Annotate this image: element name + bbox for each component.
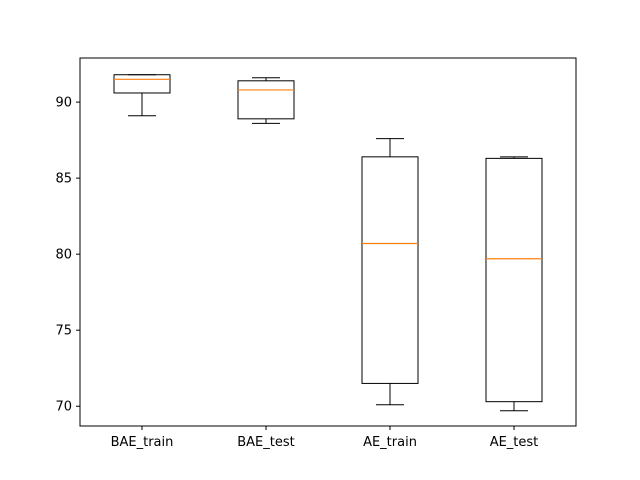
y-tick-label: 70 — [55, 400, 72, 415]
x-tick-label: BAE_train — [111, 435, 174, 450]
y-tick-label: 90 — [55, 96, 72, 111]
x-tick-label: BAE_test — [237, 435, 295, 450]
box-AE_test — [485, 157, 543, 403]
box-BAE_test — [237, 80, 295, 120]
y-tick-label: 75 — [55, 324, 72, 339]
x-tick-label: AE_test — [490, 435, 539, 450]
x-tick-label: AE_train — [363, 435, 417, 450]
axes-frame — [79, 57, 577, 427]
plot-area: 70 75 80 85 90 BAE_train BAE_test AE_train AE_te… — [55, 57, 577, 450]
box-BAE_train — [113, 74, 171, 94]
y-tick-label: 85 — [55, 172, 72, 187]
y-tick-label: 80 — [55, 248, 72, 263]
box-AE_train — [361, 156, 419, 384]
